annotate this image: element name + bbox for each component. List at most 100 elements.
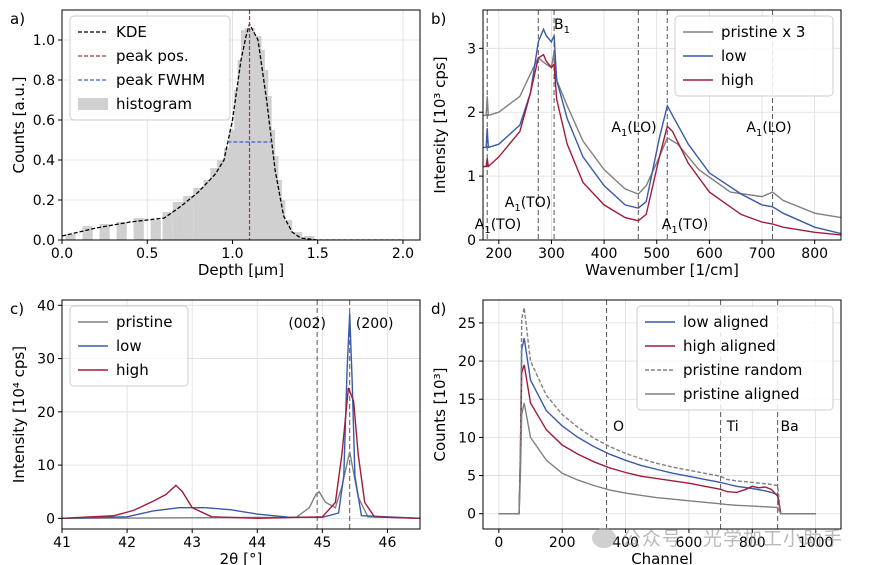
plot-area-d — [498, 300, 816, 529]
series-pristine-aligned — [498, 402, 816, 515]
legend: pristine low high — [69, 305, 189, 387]
annotation-base: A — [505, 195, 515, 211]
histogram-bar — [304, 236, 315, 240]
panel-d: 0 200 400 600 800 1000 0 5 10 15 20 25 Channel Counts… — [431, 299, 842, 565]
histogram-bar — [172, 202, 184, 240]
y-tick-label: 25 — [458, 316, 476, 332]
y-tick-label: 2 — [467, 105, 476, 121]
histogram-bar — [133, 218, 144, 240]
x-axis-label: Wavenumber [1/cm] — [585, 261, 739, 279]
legend-entry: high aligned — [683, 337, 776, 355]
panel-label: a) — [10, 10, 25, 28]
legend-entry: high — [116, 361, 149, 379]
legend-entry: pristine aligned — [683, 385, 800, 403]
axes-frame — [61, 9, 421, 241]
histogram-bar — [183, 196, 194, 240]
annotation-suffix: (TO) — [678, 217, 709, 233]
x-tick-label: 700 — [749, 246, 776, 262]
panel-label: b) — [431, 10, 446, 28]
annotation-base: A — [746, 120, 756, 136]
histogram-bar — [162, 212, 173, 240]
histogram-bar — [275, 200, 286, 240]
histogram-bar — [210, 168, 221, 240]
legend-box — [674, 15, 834, 97]
y-tick-label: 0.8 — [33, 73, 55, 89]
x-tick-label: 1000 — [798, 535, 834, 551]
y-tick-label: 0 — [467, 507, 476, 523]
legend: KDE peak pos. peak FWHM histogram — [69, 15, 231, 121]
element-label: O — [613, 419, 624, 435]
y-tick-label: 15 — [458, 392, 476, 408]
annotation-sub: 1 — [484, 225, 490, 236]
x-tick-label: 0.0 — [51, 246, 73, 262]
legend-box — [636, 305, 834, 411]
y-tick-label: 0.2 — [33, 193, 55, 209]
x-tick-label: 44 — [248, 535, 266, 551]
annotation-base: A — [475, 217, 485, 233]
x-tick-label: 200 — [549, 535, 576, 551]
x-tick-label: 42 — [118, 535, 136, 551]
peak-annotation: B1 — [554, 17, 570, 36]
element-label: Ba — [781, 419, 799, 435]
y-tick-label: 0.0 — [33, 233, 55, 249]
series-high — [483, 53, 841, 236]
series-high-aligned — [498, 364, 816, 515]
x-tick-label: 41 — [53, 535, 71, 551]
y-tick-label: 1.0 — [33, 33, 55, 49]
x-tick-label: 0.5 — [136, 246, 158, 262]
annotation-base: B — [554, 17, 564, 33]
annotation-suffix: (LO) — [762, 120, 791, 136]
legend-entry: pristine random — [683, 361, 802, 379]
plot-area-c — [62, 300, 420, 529]
peak-annotation: A1(LO) — [746, 120, 791, 139]
legend-entry: low — [116, 337, 142, 355]
legend-entry: pristine x 3 — [721, 23, 805, 41]
series-low-aligned — [498, 338, 816, 515]
x-tick-label: 600 — [696, 246, 723, 262]
series-pristine-random — [498, 307, 816, 515]
annotation-suffix: (TO) — [491, 217, 522, 233]
y-tick-label: 20 — [458, 354, 476, 370]
annotation-sub: 1 — [756, 128, 762, 139]
legend-entry: KDE — [116, 23, 147, 41]
plot-area-a — [62, 10, 403, 240]
watermark: 公众号 · 光学加工小助手 — [591, 524, 843, 551]
histogram-bar — [99, 224, 110, 240]
legend-entry: pristine — [116, 313, 172, 331]
peak-annotation: A1(LO) — [611, 120, 656, 139]
x-tick-label: 400 — [612, 535, 639, 551]
x-axis-label: Channel — [631, 550, 693, 565]
panel-label: c) — [10, 300, 24, 318]
y-axis-label: Intensity [10⁴ cps] — [10, 346, 28, 483]
legend-entry: low — [721, 47, 747, 65]
x-tick-label: 45 — [313, 535, 331, 551]
peak-label: (200) — [356, 316, 394, 332]
panel-c: 41 42 43 44 45 46 0 10 20 30 40 2θ [°] Intensity [10… — [10, 298, 421, 565]
wechat-icon — [591, 528, 616, 548]
annotation-base: A — [662, 217, 672, 233]
legend-box — [69, 15, 231, 121]
legend-box — [69, 305, 189, 387]
y-tick-label: 3 — [467, 41, 476, 57]
panel-label: d) — [431, 300, 446, 318]
x-tick-label: 1.5 — [307, 246, 329, 262]
kde-line — [62, 22, 403, 240]
peak-label: (002) — [288, 316, 326, 332]
x-axis-label: Depth [µm] — [198, 261, 284, 279]
x-tick-label: 2.0 — [392, 246, 414, 262]
y-axis-label: Intensity [10³ cps] — [431, 56, 449, 193]
histogram-bar — [281, 220, 293, 240]
legend-entry: low aligned — [683, 313, 769, 331]
peak-annotation: A1(TO) — [475, 217, 521, 236]
element-label: Ti — [726, 419, 739, 435]
histogram-bar — [203, 180, 214, 240]
legend-entry: peak pos. — [116, 47, 189, 65]
x-tick-label: 600 — [676, 535, 703, 551]
histogram-bar — [82, 226, 93, 240]
series-high — [62, 387, 420, 520]
y-axis-label: Counts [10³] — [431, 368, 449, 462]
histogram-bar — [150, 220, 161, 240]
x-tick-label: 800 — [801, 246, 828, 262]
